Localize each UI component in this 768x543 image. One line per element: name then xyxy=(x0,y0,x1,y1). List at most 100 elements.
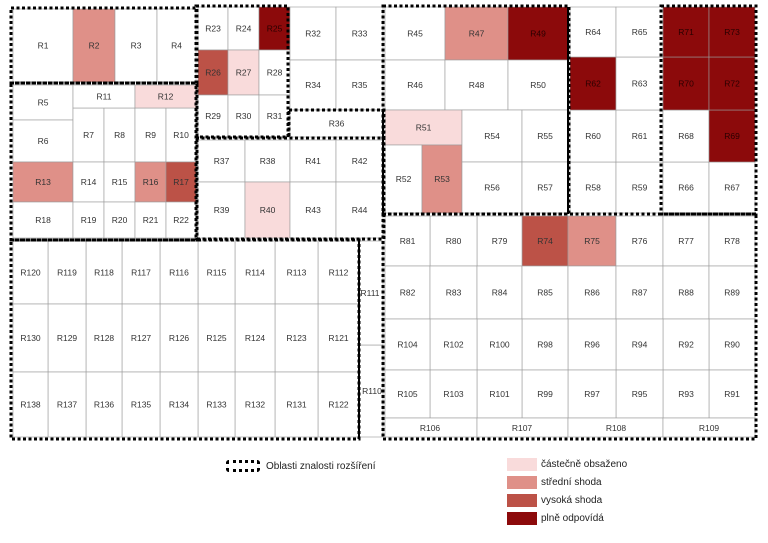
room-label-r106: R106 xyxy=(420,423,441,433)
room-r122 xyxy=(317,371,360,438)
room-label-r78: R78 xyxy=(724,236,740,246)
room-r64 xyxy=(569,6,617,58)
room-r99 xyxy=(521,369,569,419)
room-label-r46: R46 xyxy=(407,80,423,90)
room-r22 xyxy=(165,201,197,239)
room-label-r103: R103 xyxy=(443,389,464,399)
room-r50 xyxy=(507,59,569,111)
room-r19 xyxy=(72,201,105,239)
room-label-r84: R84 xyxy=(492,288,508,298)
room-label-r69: R69 xyxy=(724,131,740,141)
room-label-r9: R9 xyxy=(145,130,156,140)
room-r73 xyxy=(708,6,756,58)
room-r88 xyxy=(662,265,710,320)
room-r54 xyxy=(461,109,523,163)
room-r4 xyxy=(156,8,197,83)
room-label-r82: R82 xyxy=(400,288,416,298)
room-label-r3: R3 xyxy=(131,41,142,51)
room-label-r13: R13 xyxy=(35,177,51,187)
room-label-r45: R45 xyxy=(407,29,423,39)
room-label-r16: R16 xyxy=(143,177,159,187)
room-label-r17: R17 xyxy=(173,177,189,187)
room-label-r91: R91 xyxy=(724,389,740,399)
room-label-r136: R136 xyxy=(94,400,115,410)
legend-dotted-label: Oblasti znalosti rozšíření xyxy=(266,460,376,472)
room-r26 xyxy=(197,49,229,96)
room-label-r111: R111 xyxy=(360,288,379,298)
room-label-r48: R48 xyxy=(469,80,485,90)
room-label-r43: R43 xyxy=(305,205,321,215)
legend-medium: střední shoda xyxy=(507,476,602,489)
room-r113 xyxy=(274,240,319,305)
room-label-r70: R70 xyxy=(678,79,694,89)
room-label-r26: R26 xyxy=(205,68,221,78)
room-r69 xyxy=(708,109,756,163)
room-label-r20: R20 xyxy=(112,215,128,225)
room-label-r92: R92 xyxy=(678,340,694,350)
room-r132 xyxy=(234,371,276,438)
room-r13 xyxy=(12,161,74,203)
legend-full: plně odpovídá xyxy=(507,512,604,525)
room-label-r119: R119 xyxy=(57,268,77,278)
room-label-r24: R24 xyxy=(236,24,252,34)
room-r68 xyxy=(662,109,710,163)
room-label-r1: R1 xyxy=(38,41,49,51)
room-label-r51: R51 xyxy=(416,123,432,133)
room-r135 xyxy=(121,371,161,438)
room-label-r76: R76 xyxy=(632,236,648,246)
zone-r23-r31 xyxy=(194,4,290,139)
room-r25 xyxy=(258,6,291,51)
room-label-r53: R53 xyxy=(434,174,450,184)
room-label-r27: R27 xyxy=(236,68,252,78)
room-r37 xyxy=(197,139,246,183)
room-r24 xyxy=(227,6,260,51)
room-r136 xyxy=(85,371,123,438)
room-layer: R1 R2 R3 R4 R5 R6 R7 R8 R9 R10 R11 R12 R13 R14 R15 R16 R… xyxy=(12,6,756,438)
room-label-r110: R110 xyxy=(362,386,382,396)
room-label-r108: R108 xyxy=(606,423,627,433)
room-label-r4: R4 xyxy=(171,41,182,51)
room-r76 xyxy=(615,215,664,267)
room-label-r80: R80 xyxy=(446,236,462,246)
room-label-r23: R23 xyxy=(205,24,221,34)
room-label-r137: R137 xyxy=(57,400,78,410)
room-label-r125: R125 xyxy=(206,333,227,343)
room-label-r75: R75 xyxy=(584,236,600,246)
room-label-r130: R130 xyxy=(20,333,41,343)
room-label-r98: R98 xyxy=(537,340,553,350)
room-label-r127: R127 xyxy=(131,333,152,343)
room-label-r117: R117 xyxy=(131,268,151,278)
room-r48 xyxy=(444,59,509,111)
room-r16 xyxy=(134,161,167,203)
room-r130 xyxy=(12,303,49,373)
room-r59 xyxy=(615,161,664,214)
room-label-r101: R101 xyxy=(489,389,510,399)
room-r55 xyxy=(521,109,569,163)
room-label-r56: R56 xyxy=(484,183,500,193)
zone-top-left xyxy=(9,6,199,85)
room-label-r64: R64 xyxy=(585,27,601,37)
room-label-r5: R5 xyxy=(38,98,49,108)
room-r45 xyxy=(384,6,446,61)
room-label-r7: R7 xyxy=(83,130,94,140)
room-label-r90: R90 xyxy=(724,340,740,350)
room-label-r118: R118 xyxy=(94,268,114,278)
room-label-r50: R50 xyxy=(530,80,546,90)
room-r75 xyxy=(567,215,617,267)
room-r110 xyxy=(358,344,384,438)
room-r17 xyxy=(165,161,197,203)
room-r60 xyxy=(569,109,617,163)
room-r47 xyxy=(444,6,509,61)
room-r56 xyxy=(461,161,523,214)
swatch-partial xyxy=(507,458,537,471)
room-r124 xyxy=(234,303,276,373)
dotted-line-sample xyxy=(226,460,260,472)
room-label-r32: R32 xyxy=(305,29,321,39)
room-r46 xyxy=(384,59,446,111)
room-r2 xyxy=(72,8,116,83)
room-label-r73: R73 xyxy=(724,27,740,37)
room-label-r100: R100 xyxy=(489,340,510,350)
room-r6 xyxy=(12,119,74,163)
room-r30 xyxy=(227,94,260,138)
room-label-r55: R55 xyxy=(537,131,553,141)
